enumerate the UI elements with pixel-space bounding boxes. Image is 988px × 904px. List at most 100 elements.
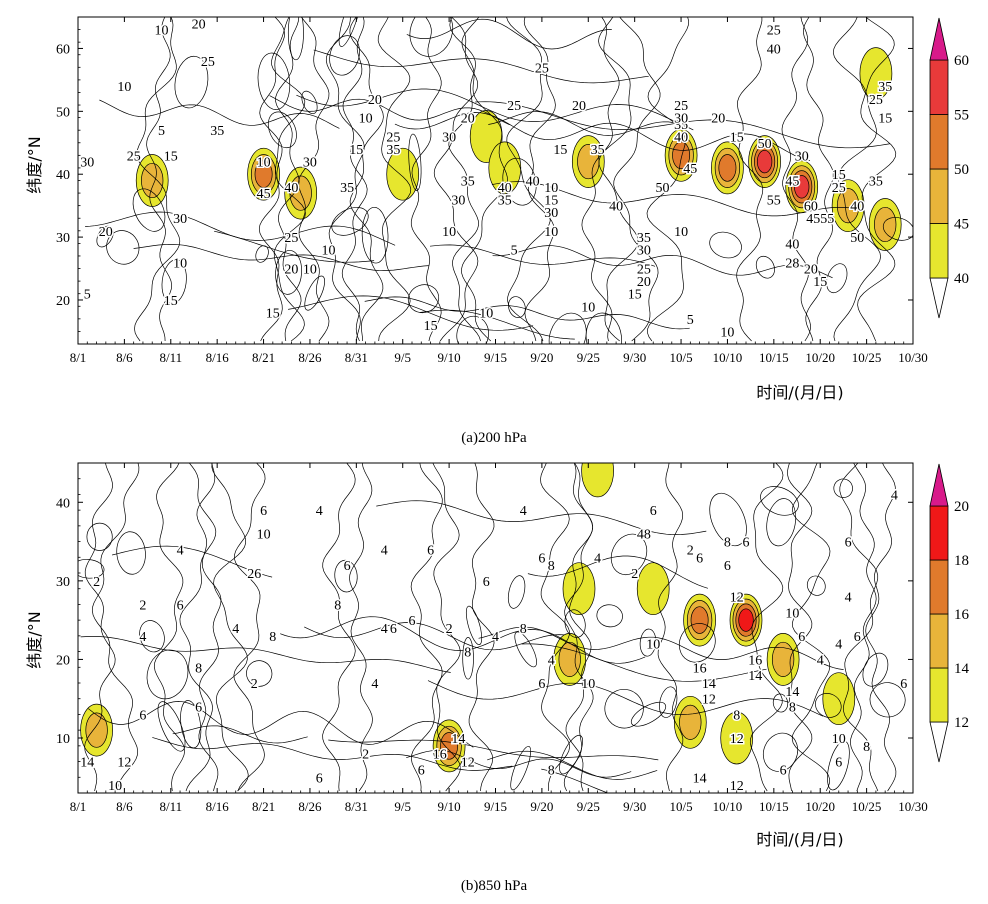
contour-loop [596, 604, 623, 628]
contour-loop [146, 649, 189, 700]
contour-label: 50 [656, 181, 670, 196]
contour-label: 4 [316, 504, 323, 519]
contour-line [152, 737, 513, 771]
x-tick-label: 10/10 [713, 799, 743, 814]
shaded-maximum [672, 141, 691, 170]
contour-line [99, 99, 340, 129]
contour-loop [862, 652, 889, 687]
contour-label: 6 [650, 504, 657, 519]
contour-label: 4 [232, 622, 239, 637]
contour-label: 12 [461, 756, 475, 771]
x-tick-label: 10/30 [898, 799, 928, 814]
contour-label: 15 [878, 112, 892, 127]
contour-label: 45 [683, 162, 697, 177]
contour-label: 35 [637, 231, 651, 246]
contour-label: 8 [789, 701, 796, 716]
shaded-maximum [690, 606, 709, 634]
contour-label: 10 [257, 528, 271, 543]
contour-loop [564, 609, 586, 638]
x-tick-label: 8/21 [252, 350, 275, 365]
contour-label: 25 [386, 131, 400, 146]
contour-label: 6 [344, 559, 351, 574]
contour-loop [772, 693, 789, 713]
contour-loop [508, 296, 526, 318]
contour-label: 15 [424, 319, 438, 334]
y-axis-label-a: 纬度/°N [25, 136, 44, 193]
contour-label: 10 [832, 732, 846, 747]
contour-line [133, 243, 429, 271]
x-tick-label: 10/5 [669, 350, 692, 365]
contour-label: 6 [696, 551, 703, 566]
contour-line [487, 750, 658, 780]
contour-line [865, 463, 897, 792]
contour-label: 5 [158, 124, 165, 139]
contour-loop [334, 559, 358, 593]
contour-label: 10 [674, 225, 688, 240]
x-tick-label: 10/15 [759, 350, 789, 365]
y-tick-label: 20 [56, 653, 70, 668]
contour-label: 6 [743, 536, 750, 551]
contour-line [736, 17, 764, 342]
contour-line [657, 463, 684, 792]
colorbar-tick-label: 45 [954, 217, 969, 233]
contour-line [288, 295, 534, 331]
contour-label: 4 [548, 653, 555, 668]
contour-label: 4 [381, 622, 388, 637]
contour-line [84, 463, 116, 792]
x-tick-label: 9/30 [623, 350, 646, 365]
colorbar-segment [929, 114, 949, 170]
colorbar-segment [929, 223, 949, 279]
y-axis-b: 10 20 30 40 [56, 462, 913, 794]
contour-line [304, 622, 565, 651]
contour-label: 6 [139, 708, 146, 723]
contour-label: 10 [646, 638, 660, 653]
contour-label: 2 [251, 677, 258, 692]
contour-line [153, 463, 186, 792]
contour-loop [510, 745, 532, 791]
contour-label: 14 [80, 756, 94, 771]
contour-label: 6 [780, 763, 787, 778]
contour-line [461, 17, 508, 342]
contour-loop [630, 701, 667, 727]
x-tick-label: 8/1 [70, 799, 87, 814]
contour-label: 14 [693, 771, 707, 786]
contour-line [541, 768, 609, 793]
contour-line [433, 17, 479, 342]
contour-loop [132, 188, 166, 232]
contour-line [803, 17, 834, 342]
contour-label: 6 [195, 701, 202, 716]
contour-loop [502, 157, 537, 206]
contour-label: 6 [845, 536, 852, 551]
contour-label: 25 [127, 149, 141, 164]
contour-label: 50 [850, 231, 864, 246]
x-tick-label: 9/10 [438, 799, 461, 814]
contour-label: 20 [368, 93, 382, 108]
contour-loop [116, 531, 146, 575]
contour-label: 15 [628, 288, 642, 303]
y-tick-label: 50 [56, 105, 70, 120]
contour-label: 40 [785, 237, 799, 252]
contour-loop [610, 533, 648, 576]
contour-label: 10 [544, 225, 558, 240]
colorbar-b: 12 14 16 18 20 [929, 463, 970, 763]
contour-loop [659, 686, 678, 718]
contour-label: 20 [461, 112, 475, 127]
contour-label: 2 [93, 575, 100, 590]
x-tick-label: 9/25 [577, 350, 600, 365]
y-tick-label: 30 [56, 575, 70, 590]
shading-layer-a [135, 47, 902, 251]
contour-label: 30 [544, 206, 558, 221]
contour-line [432, 463, 461, 792]
y-tick-label: 20 [56, 294, 70, 309]
contour-line [394, 112, 810, 161]
contour-label: 10 [359, 112, 373, 127]
contour-line [376, 500, 707, 535]
contour-line [523, 17, 556, 342]
contour-label: 25 [869, 93, 883, 108]
contour-label: 8 [195, 661, 202, 676]
contour-label: 30 [173, 212, 187, 227]
shaded-maximum [636, 562, 670, 616]
y-tick-label: 40 [56, 168, 70, 183]
contour-loop [257, 52, 291, 110]
